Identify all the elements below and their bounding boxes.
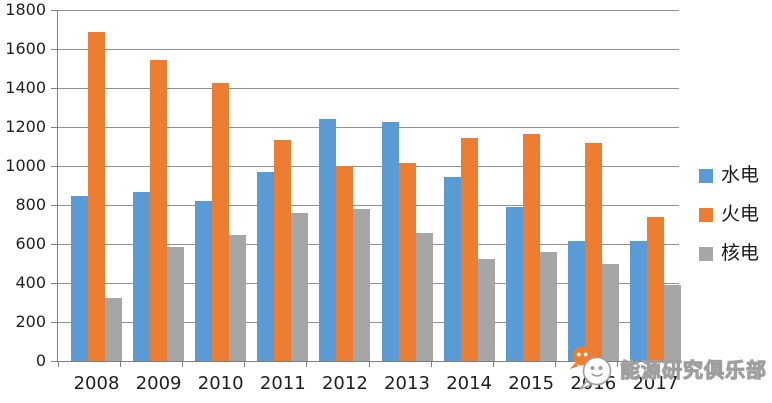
- legend-item-核电: 核电: [699, 244, 759, 263]
- bar-火电-2009: [150, 59, 168, 361]
- bar-核电-2017: [663, 284, 681, 361]
- y-axis-label: 1600: [5, 39, 46, 58]
- x-axis-label: 2012: [321, 373, 368, 394]
- bar-水电-2016: [567, 241, 585, 361]
- y-axis-label: 1200: [5, 117, 46, 136]
- y-axis-tick: [51, 49, 57, 50]
- x-axis-label: 2010: [197, 373, 244, 394]
- bar-水电-2014: [443, 176, 461, 361]
- x-axis-label: 2015: [508, 373, 555, 394]
- bar-核电-2013: [415, 232, 433, 361]
- bar-核电-2016: [601, 263, 619, 361]
- x-axis-tick: [430, 362, 432, 367]
- legend-item-水电: 水电: [699, 166, 759, 185]
- bar-水电-2012: [319, 119, 337, 361]
- legend-swatch-icon: [699, 246, 713, 261]
- y-axis-tick: [51, 205, 57, 206]
- bar-火电-2012: [336, 166, 354, 361]
- bar-火电-2008: [88, 32, 105, 361]
- y-axis-tick: [51, 283, 57, 284]
- gridline: [58, 205, 679, 206]
- legend-label: 核电: [721, 242, 760, 264]
- y-axis-label: 1000: [5, 156, 46, 175]
- y-axis-line: [57, 10, 58, 362]
- x-axis-line: [58, 361, 679, 362]
- x-axis-tick: [120, 362, 122, 367]
- gridline: [58, 127, 679, 128]
- y-axis-tick: [51, 361, 57, 362]
- legend: 水电 火电 核电: [699, 166, 759, 283]
- bar-核电-2011: [291, 212, 309, 361]
- x-axis-tick: [368, 362, 370, 367]
- x-axis-tick: [58, 362, 59, 367]
- bar-火电-2010: [212, 82, 230, 361]
- bar-核电-2009: [167, 246, 185, 361]
- bar-火电-2016: [584, 142, 602, 361]
- x-axis-tick: [554, 362, 556, 367]
- x-axis-tick: [306, 362, 308, 367]
- y-axis-label: 400: [15, 273, 46, 292]
- x-axis-label: 2008: [73, 373, 120, 394]
- legend-label: 水电: [721, 164, 760, 186]
- x-axis-tick: [616, 362, 618, 367]
- bar-火电-2017: [646, 217, 664, 361]
- y-axis-label: 600: [15, 234, 46, 253]
- bar-水电-2009: [133, 192, 151, 361]
- gridline: [58, 88, 679, 89]
- y-axis-tick: [51, 166, 57, 167]
- bar-水电-2015: [505, 207, 523, 361]
- y-axis-tick: [51, 10, 57, 11]
- y-axis-label: 1800: [5, 0, 46, 19]
- bar-水电-2013: [381, 122, 399, 361]
- x-axis-label: 2013: [384, 373, 430, 394]
- gridline: [58, 49, 679, 50]
- bar-核电-2010: [229, 235, 247, 361]
- bar-火电-2015: [522, 134, 540, 361]
- bar-水电-2010: [195, 201, 213, 361]
- y-axis-tick: [51, 322, 57, 323]
- gridline: [58, 166, 679, 167]
- y-axis-label: 0: [35, 351, 46, 370]
- y-axis-label: 800: [15, 195, 46, 214]
- bar-核电-2008: [105, 297, 122, 361]
- bar-水电-2017: [629, 241, 647, 361]
- y-axis-tick: [51, 88, 57, 89]
- bar-水电-2011: [257, 171, 275, 361]
- x-axis-tick: [679, 362, 680, 367]
- y-axis-tick: [51, 244, 57, 245]
- x-axis-label: 2009: [135, 373, 182, 394]
- x-axis-label: 2011: [259, 373, 306, 394]
- x-axis-tick: [244, 362, 246, 367]
- y-axis-label: 1400: [5, 78, 46, 97]
- bar-火电-2013: [398, 163, 416, 361]
- x-axis-label: 2016: [570, 373, 617, 394]
- bar-核电-2012: [353, 208, 371, 361]
- bar-火电-2011: [274, 140, 292, 361]
- gridline: [58, 10, 679, 11]
- y-axis-label: 200: [15, 312, 46, 331]
- legend-swatch-icon: [699, 168, 713, 183]
- x-axis-tick: [492, 362, 494, 367]
- bar-火电-2014: [460, 138, 478, 361]
- legend-label: 火电: [721, 203, 760, 225]
- bar-核电-2014: [477, 259, 495, 361]
- x-axis-tick: [182, 362, 184, 367]
- legend-item-火电: 火电: [699, 205, 759, 224]
- legend-swatch-icon: [699, 207, 713, 222]
- y-axis-tick: [51, 127, 57, 128]
- bar-核电-2015: [539, 251, 557, 361]
- bar-水电-2008: [71, 195, 88, 361]
- x-axis-label: 2017: [632, 373, 679, 394]
- x-axis-label: 2014: [446, 373, 492, 394]
